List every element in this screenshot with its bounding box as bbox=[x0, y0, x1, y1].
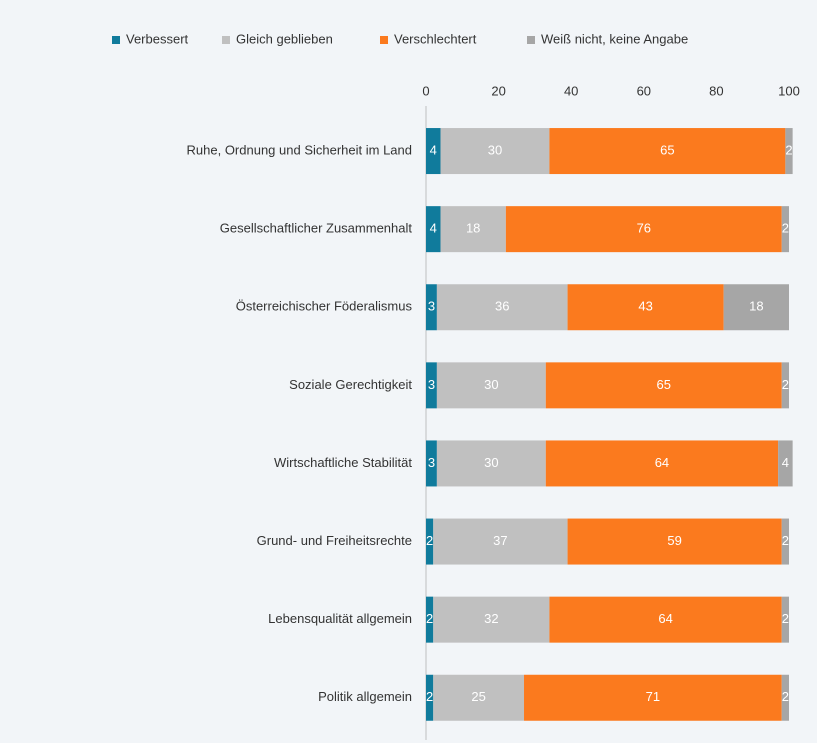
value-label: 2 bbox=[782, 221, 789, 236]
value-label: 59 bbox=[667, 533, 681, 548]
value-label: 3 bbox=[428, 455, 435, 470]
bar-segment bbox=[426, 128, 441, 175]
value-label: 25 bbox=[471, 689, 485, 704]
legend-label: Weiß nicht, keine Angabe bbox=[541, 31, 688, 46]
value-label: 18 bbox=[749, 299, 763, 314]
x-tick-label: 0 bbox=[422, 83, 429, 98]
bar-segment bbox=[545, 440, 779, 487]
value-label: 76 bbox=[637, 221, 651, 236]
value-label: 65 bbox=[660, 142, 674, 157]
value-label: 2 bbox=[426, 611, 433, 626]
bar-segment bbox=[781, 206, 789, 253]
legend-marker bbox=[380, 36, 388, 44]
value-label: 4 bbox=[782, 455, 789, 470]
bar-segment bbox=[781, 518, 789, 565]
category-label: Lebensqualität allgemein bbox=[268, 611, 412, 626]
value-label: 71 bbox=[646, 689, 660, 704]
value-label: 64 bbox=[655, 455, 669, 470]
bar-segment bbox=[723, 284, 789, 331]
legend-marker bbox=[112, 36, 120, 44]
value-label: 3 bbox=[428, 377, 435, 392]
category-label: Politik allgemein bbox=[318, 689, 412, 704]
x-tick-label: 100 bbox=[778, 83, 800, 98]
value-label: 37 bbox=[493, 533, 507, 548]
bar-segment bbox=[426, 518, 434, 565]
bar-segment bbox=[440, 128, 550, 175]
x-tick-label: 60 bbox=[637, 83, 651, 98]
value-label: 30 bbox=[484, 455, 498, 470]
bar-segment bbox=[785, 128, 793, 175]
bar-segment bbox=[436, 284, 568, 331]
value-label: 2 bbox=[426, 533, 433, 548]
category-label: Gesellschaftlicher Zusammenhalt bbox=[220, 221, 413, 236]
value-label: 32 bbox=[484, 611, 498, 626]
legend-label: Verbessert bbox=[126, 31, 189, 46]
value-label: 2 bbox=[782, 611, 789, 626]
value-label: 65 bbox=[657, 377, 671, 392]
category-label: Österreichischer Föderalismus bbox=[236, 299, 413, 314]
bar-segment bbox=[567, 518, 782, 565]
value-label: 2 bbox=[782, 689, 789, 704]
x-tick-label: 80 bbox=[709, 83, 723, 98]
bar-segment bbox=[426, 284, 437, 331]
bar-segment bbox=[426, 440, 437, 487]
bar-segment bbox=[549, 128, 786, 175]
value-label: 2 bbox=[782, 377, 789, 392]
bar-segment bbox=[781, 596, 789, 643]
bar-segment bbox=[436, 362, 546, 409]
bar-segment bbox=[426, 206, 441, 253]
bar-segment bbox=[426, 362, 437, 409]
value-label: 2 bbox=[785, 142, 792, 157]
x-tick-label: 20 bbox=[491, 83, 505, 98]
bar-segment bbox=[524, 674, 782, 721]
category-label: Grund- und Freiheitsrechte bbox=[257, 533, 412, 548]
bar-segment bbox=[778, 440, 793, 487]
value-label: 4 bbox=[430, 142, 437, 157]
legend-label: Verschlechtert bbox=[394, 31, 477, 46]
value-label: 36 bbox=[495, 299, 509, 314]
bar-segment bbox=[505, 206, 782, 253]
bar-segment bbox=[436, 440, 546, 487]
bar-segment bbox=[433, 596, 550, 643]
legend-label: Gleich geblieben bbox=[236, 31, 333, 46]
bar-segment bbox=[433, 674, 525, 721]
bar-segment bbox=[545, 362, 782, 409]
value-label: 4 bbox=[430, 221, 437, 236]
bar-segment bbox=[426, 596, 434, 643]
value-label: 64 bbox=[658, 611, 672, 626]
value-label: 18 bbox=[466, 221, 480, 236]
category-label: Wirtschaftliche Stabilität bbox=[274, 455, 412, 470]
value-label: 30 bbox=[488, 142, 502, 157]
bar-segment bbox=[567, 284, 724, 331]
bar-segment bbox=[781, 674, 789, 721]
value-label: 3 bbox=[428, 299, 435, 314]
value-label: 2 bbox=[782, 533, 789, 548]
bar-segment bbox=[440, 206, 506, 253]
bar-segment bbox=[549, 596, 782, 643]
bar-segment bbox=[426, 674, 434, 721]
category-label: Soziale Gerechtigkeit bbox=[289, 377, 412, 392]
legend-marker bbox=[527, 36, 535, 44]
category-label: Ruhe, Ordnung und Sicherheit im Land bbox=[187, 142, 412, 157]
legend-marker bbox=[222, 36, 230, 44]
bar-segment bbox=[781, 362, 789, 409]
x-tick-label: 40 bbox=[564, 83, 578, 98]
value-label: 2 bbox=[426, 689, 433, 704]
bar-segment bbox=[433, 518, 568, 565]
value-label: 30 bbox=[484, 377, 498, 392]
value-label: 43 bbox=[638, 299, 652, 314]
